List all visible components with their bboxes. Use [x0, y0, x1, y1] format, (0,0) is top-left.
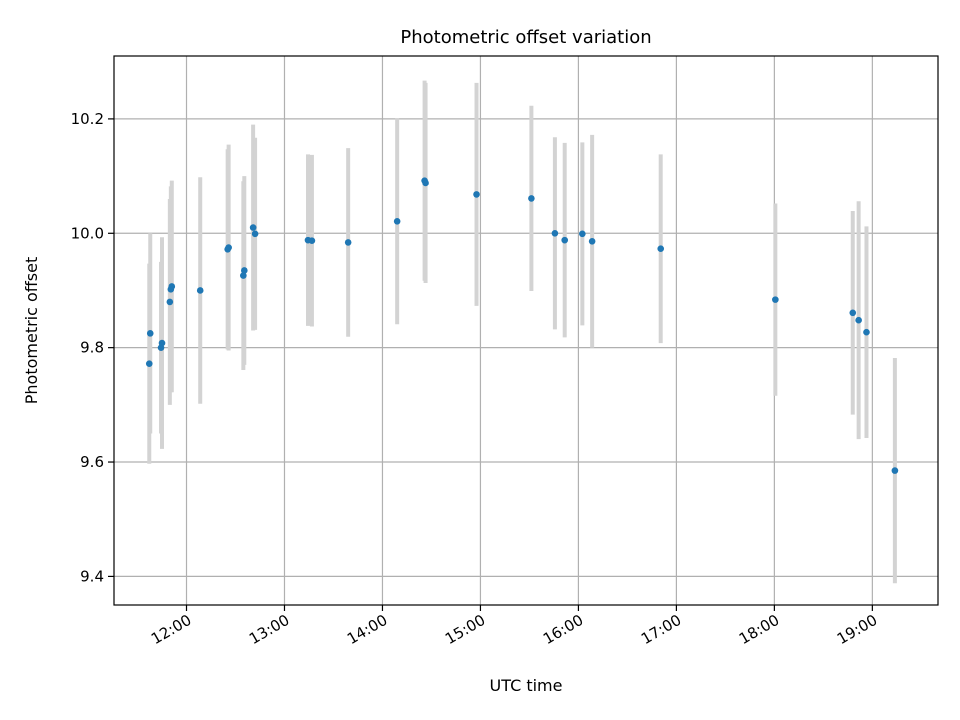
x-tick-label: 18:00 [736, 611, 782, 648]
x-tick-label: 16:00 [540, 611, 586, 648]
data-point [196, 287, 204, 294]
y-tick-label: 9.6 [80, 453, 104, 471]
data-point [393, 217, 401, 225]
plot-area-frame [113, 55, 939, 606]
data-point [863, 328, 870, 336]
data-point [551, 229, 559, 237]
chart-title: Photometric offset variation [400, 27, 651, 48]
data-point [579, 230, 586, 238]
x-tick-label: 19:00 [834, 611, 880, 648]
data-point [240, 272, 247, 279]
data-point [168, 283, 176, 290]
data-points [145, 177, 899, 474]
y-axis-label: Photometric offset [22, 257, 41, 405]
data-point [772, 296, 779, 303]
x-axis-label: UTC time [490, 676, 563, 695]
y-tick-label: 9.8 [80, 339, 104, 357]
data-point [308, 237, 316, 245]
error-bars [147, 80, 897, 584]
data-point [422, 179, 429, 187]
data-point [344, 239, 352, 246]
x-tick-label: 15:00 [442, 611, 488, 648]
data-point [657, 245, 665, 253]
y-tick-label: 10.0 [71, 224, 104, 242]
data-point [225, 244, 232, 251]
data-point [528, 195, 535, 202]
y-tick-label: 10.2 [71, 110, 104, 128]
data-point [855, 316, 862, 324]
x-tick-label: 14:00 [344, 611, 390, 648]
data-point [166, 298, 174, 306]
x-tick-label: 12:00 [148, 611, 194, 648]
data-point [891, 467, 899, 474]
data-point [158, 339, 166, 347]
data-point [849, 309, 857, 317]
data-point [588, 237, 596, 245]
x-tick-label: 17:00 [638, 611, 684, 648]
data-point [473, 191, 480, 198]
data-point [561, 236, 569, 244]
data-point [251, 230, 259, 238]
x-tick-label: 13:00 [246, 611, 292, 648]
data-point [146, 330, 154, 337]
grid [114, 56, 938, 605]
data-point [241, 267, 248, 274]
y-tick-label: 9.4 [80, 567, 104, 585]
data-point [145, 360, 153, 367]
data-point [249, 224, 257, 231]
